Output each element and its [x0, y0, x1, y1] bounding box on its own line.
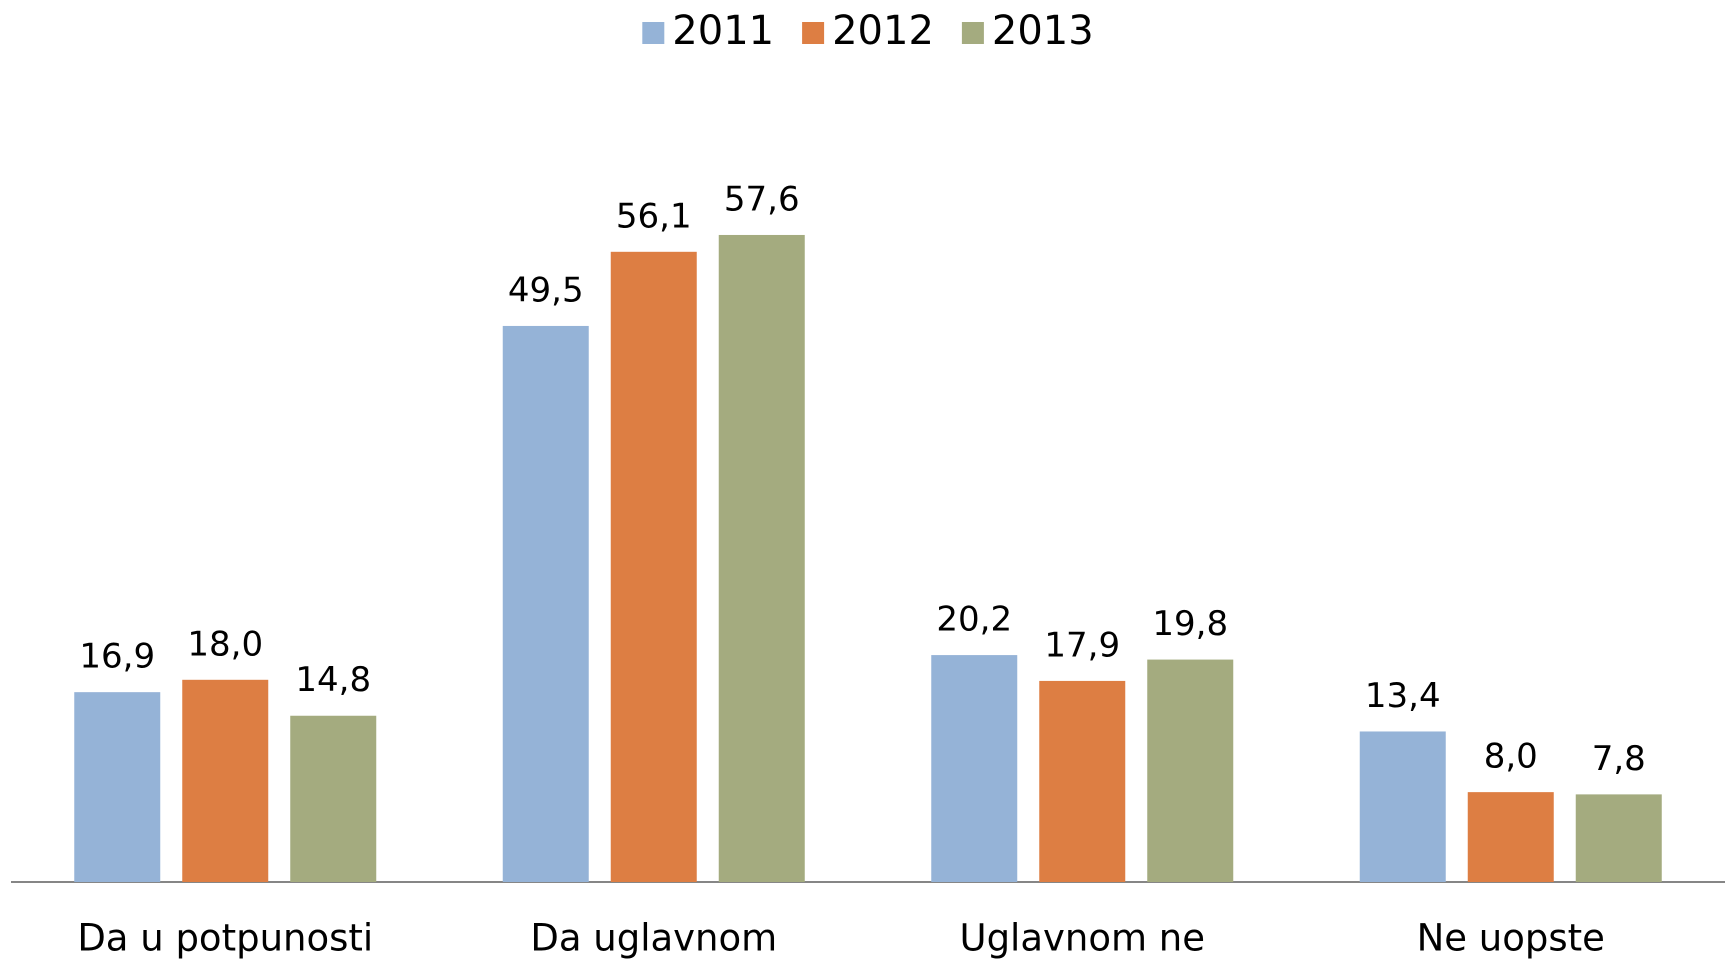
- value-label: 8,0: [1484, 737, 1538, 777]
- bar: [1147, 659, 1234, 882]
- bar: [931, 655, 1018, 882]
- bar: [1039, 680, 1126, 882]
- bar: [718, 234, 805, 882]
- bar: [1575, 794, 1662, 882]
- legend-swatch: [802, 22, 825, 44]
- legend-label: 2012: [832, 8, 934, 54]
- value-label: 17,9: [1044, 625, 1120, 665]
- x-tick-label: Da u potpunosti: [77, 917, 373, 960]
- legend-label: 2013: [992, 8, 1094, 54]
- value-label: 16,9: [79, 637, 155, 677]
- x-tick-label: Uglavnom ne: [959, 917, 1205, 960]
- value-label: 56,1: [616, 196, 692, 236]
- value-label: 7,8: [1592, 739, 1646, 779]
- value-label: 49,5: [508, 270, 584, 310]
- bar: [182, 679, 269, 882]
- bar: [1359, 731, 1446, 882]
- bar: [74, 692, 161, 882]
- x-tick-label: Da uglavnom: [530, 917, 777, 960]
- value-label: 14,8: [295, 660, 371, 700]
- bar: [290, 715, 377, 882]
- value-label: 18,0: [187, 624, 263, 664]
- x-tick-label: Ne uopste: [1417, 917, 1605, 960]
- bar: [1467, 792, 1554, 882]
- value-label: 13,4: [1365, 676, 1441, 716]
- value-label: 57,6: [724, 179, 800, 219]
- legend-swatch: [961, 22, 984, 44]
- value-label: 20,2: [936, 600, 1012, 640]
- legend-swatch: [642, 22, 665, 44]
- bar: [502, 325, 589, 882]
- legend-label: 2011: [672, 8, 774, 54]
- bar: [610, 251, 697, 882]
- value-label: 19,8: [1152, 604, 1228, 644]
